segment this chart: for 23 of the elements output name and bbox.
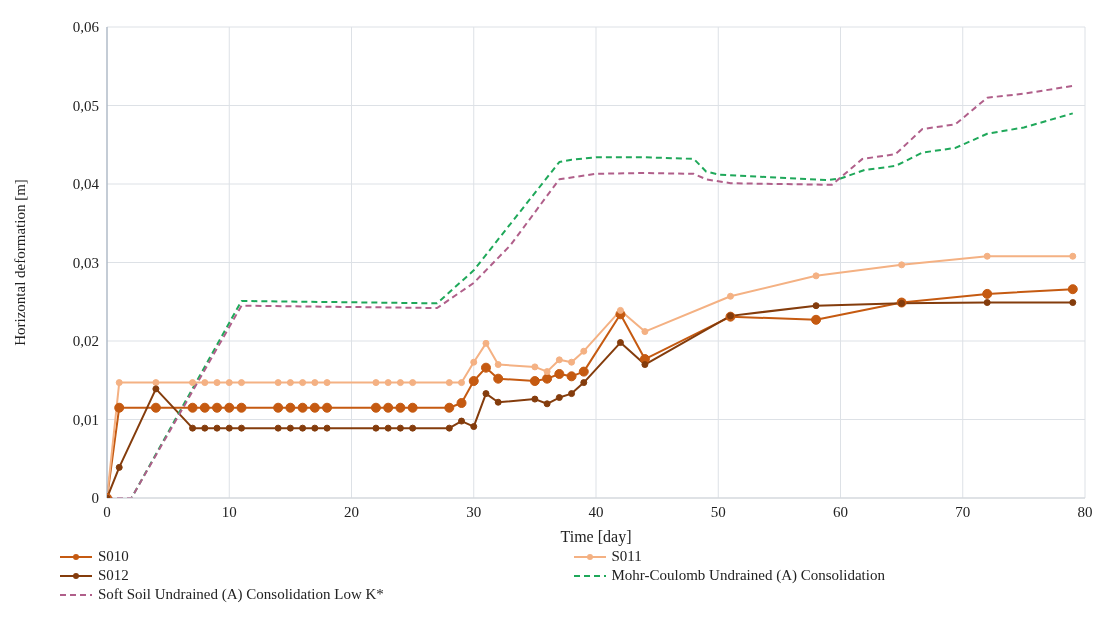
x-axis-title: Time [day] — [560, 528, 632, 546]
y-tick-label: 0,02 — [72, 333, 99, 350]
legend-label: Soft Soil Undrained (A) Consolidation Low K* — [98, 586, 384, 603]
x-tick-label: 0 — [103, 503, 111, 520]
y-tick-label: 0,05 — [72, 97, 99, 114]
x-tick-label: 10 — [221, 503, 237, 520]
y-tick-label: 0 — [91, 490, 99, 507]
x-tick-label: 20 — [344, 503, 359, 520]
x-tick-label: 40 — [588, 503, 604, 520]
x-tick-label: 50 — [710, 503, 726, 520]
x-tick-label: 80 — [1077, 503, 1093, 520]
legend-label: S011 — [611, 548, 642, 565]
y-tick-label: 0,04 — [72, 176, 100, 193]
legend-label: S012 — [98, 567, 129, 584]
x-tick-label: 70 — [955, 503, 971, 520]
x-tick-label: 60 — [833, 503, 848, 520]
y-tick-label: 0,06 — [72, 19, 100, 36]
y-tick-label: 0,01 — [72, 411, 99, 428]
legend-label: Mohr-Coulomb Undrained (A) Consolidation — [611, 567, 885, 584]
y-tick-label: 0,03 — [72, 254, 99, 271]
legend-label: S010 — [98, 548, 129, 565]
x-tick-label: 30 — [466, 503, 482, 520]
y-axis-title: Horizontal deformation [m] — [12, 179, 29, 346]
